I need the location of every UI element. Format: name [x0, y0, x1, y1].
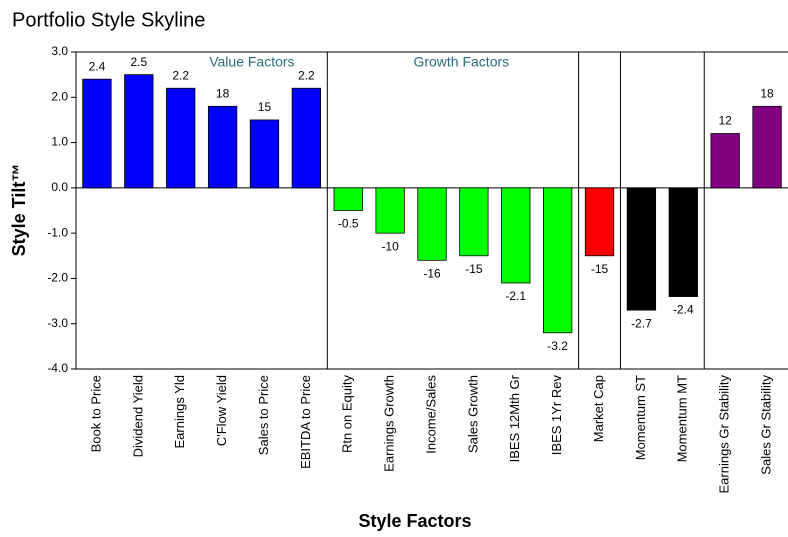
x-tick-label: Sales Gr Stability — [758, 375, 773, 475]
x-tick-label: C'Flow Yield — [214, 375, 229, 446]
x-tick-label: IBES 12Mth Gr — [507, 374, 522, 462]
x-tick-label: Momentum MT — [675, 375, 690, 462]
value-label: -10 — [381, 239, 399, 253]
value-label: -3.2 — [547, 339, 568, 353]
value-label: -2.4 — [673, 303, 694, 317]
x-tick-label: IBES 1Yr Rev — [549, 375, 564, 456]
x-tick-label: Income/Sales — [423, 375, 438, 454]
value-label: 15 — [258, 100, 272, 114]
value-label: 2.2 — [298, 68, 315, 82]
bar — [333, 187, 363, 211]
bar — [124, 74, 154, 189]
bar — [584, 187, 615, 257]
value-label: 18 — [216, 87, 230, 101]
chart-title: Portfolio Style Skyline — [12, 9, 205, 31]
x-tick-label: Market Cap — [591, 375, 606, 442]
group-label: Value Factors — [209, 54, 294, 70]
x-tick-label: Book to Price — [88, 375, 103, 452]
x-tick-label: Earnings Growth — [382, 375, 397, 472]
value-label: -0.5 — [338, 217, 359, 231]
y-tick-label: 2.0 — [51, 89, 68, 103]
value-label: 18 — [760, 87, 774, 101]
x-tick-label: Rtn on Equity — [340, 375, 355, 454]
y-axis-label: Style Tilt™ — [9, 164, 29, 257]
y-tick-label: -1.0 — [47, 225, 68, 239]
value-label: -15 — [465, 262, 483, 276]
x-tick-label: Earnings Gr Stability — [717, 375, 732, 494]
x-tick-label: Dividend Yield — [130, 375, 145, 457]
bar — [459, 187, 489, 257]
bar — [626, 187, 657, 311]
x-tick-label: Earnings Yld — [172, 375, 187, 448]
bar — [207, 105, 238, 189]
bar — [375, 187, 405, 234]
x-axis-label: Style Factors — [358, 511, 471, 531]
bar — [668, 187, 698, 297]
bar — [543, 187, 573, 334]
value-label: 2.4 — [89, 59, 106, 73]
x-tick-label: Sales Growth — [465, 375, 480, 453]
value-label: -16 — [423, 266, 441, 280]
bar — [291, 87, 321, 189]
y-tick-label: 0.0 — [51, 180, 68, 194]
bar — [710, 133, 740, 189]
x-tick-label: EBITDA to Price — [298, 375, 313, 469]
y-tick-label: -4.0 — [47, 361, 68, 375]
group-label: Growth Factors — [413, 54, 509, 70]
value-label: 12 — [718, 114, 732, 128]
x-tick-label: Sales to Price — [256, 375, 271, 455]
bar — [249, 119, 280, 189]
y-tick-label: 3.0 — [51, 44, 68, 58]
value-label: 2.2 — [172, 68, 189, 82]
value-label: -2.1 — [505, 289, 526, 303]
value-label: -2.7 — [631, 316, 652, 330]
y-tick-label: -3.0 — [47, 316, 68, 330]
value-label: 2.5 — [130, 55, 147, 69]
y-tick-label: -2.0 — [47, 271, 68, 285]
bar — [82, 78, 112, 189]
bar — [752, 105, 782, 189]
bar — [166, 87, 196, 189]
bar — [501, 187, 531, 284]
bar — [417, 187, 447, 261]
x-tick-label: Momentum ST — [633, 375, 648, 460]
value-label: -15 — [591, 262, 609, 276]
y-tick-label: 1.0 — [51, 135, 68, 149]
